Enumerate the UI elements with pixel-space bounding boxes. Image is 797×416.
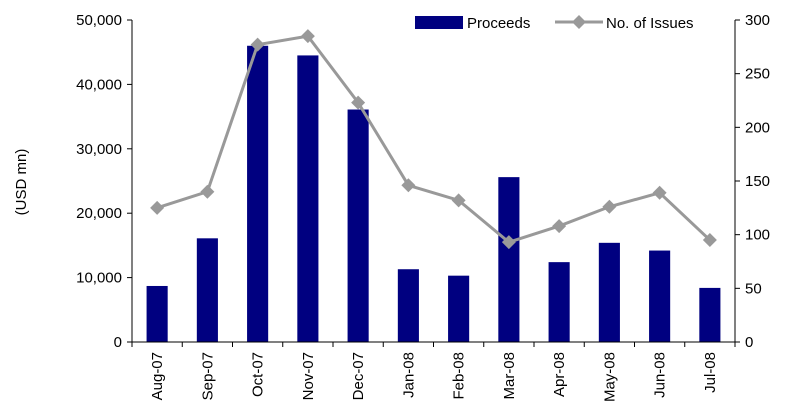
x-tick-label-apr-08: Apr-08 bbox=[551, 352, 568, 397]
y-right-tick-label: 200 bbox=[745, 119, 770, 136]
x-tick-label-nov-07: Nov-07 bbox=[300, 352, 317, 400]
y-left-tick-label: 0 bbox=[114, 334, 122, 351]
point-issues-may-08 bbox=[602, 199, 617, 214]
y-right-tick-label: 0 bbox=[745, 334, 753, 351]
x-tick-label-jan-08: Jan-08 bbox=[400, 352, 417, 398]
x-tick-label-may-08: May-08 bbox=[601, 352, 618, 402]
line-issues bbox=[156, 34, 711, 244]
bar-proceeds-may-08 bbox=[598, 242, 620, 342]
x-tick-label-jul-08: Jul-08 bbox=[702, 352, 719, 393]
legend-label-proceeds: Proceeds bbox=[467, 15, 530, 32]
bar-proceeds-jan-08 bbox=[397, 269, 419, 342]
bar-proceeds-feb-08 bbox=[448, 275, 470, 342]
point-issues-aug-07 bbox=[150, 200, 165, 215]
bar-proceeds-jun-08 bbox=[649, 250, 671, 342]
x-tick-label-aug-07: Aug-07 bbox=[149, 352, 166, 400]
legend-label-issues: No. of Issues bbox=[606, 15, 694, 32]
y-right-tick-label: 50 bbox=[745, 280, 762, 297]
bar-proceeds-nov-07 bbox=[297, 55, 319, 343]
legend-marker-issues bbox=[572, 15, 586, 29]
bar-proceeds-jul-08 bbox=[699, 287, 721, 342]
x-tick-label-feb-08: Feb-08 bbox=[451, 352, 468, 400]
point-issues-jun-08 bbox=[652, 185, 667, 200]
y-left-tick-label: 40,000 bbox=[76, 76, 122, 93]
x-tick-label-dec-07: Dec-07 bbox=[350, 352, 367, 400]
y-left-tick-label: 30,000 bbox=[76, 141, 122, 158]
bar-proceeds-oct-07 bbox=[247, 45, 269, 342]
point-issues-mar-08 bbox=[501, 235, 516, 250]
bar-proceeds-sep-07 bbox=[196, 238, 218, 342]
y-right-tick-label: 150 bbox=[745, 173, 770, 190]
y-right-tick-label: 250 bbox=[745, 66, 770, 83]
x-tick-label-mar-08: Mar-08 bbox=[501, 352, 518, 400]
point-issues-jan-08 bbox=[401, 178, 416, 193]
point-issues-sep-07 bbox=[200, 184, 215, 199]
y-right-tick-label: 300 bbox=[745, 12, 770, 29]
point-issues-feb-08 bbox=[451, 193, 466, 208]
x-tick-label-jun-08: Jun-08 bbox=[652, 352, 669, 398]
point-issues-apr-08 bbox=[552, 219, 567, 234]
y-left-tick-label: 10,000 bbox=[76, 270, 122, 287]
y-left-tick-label: 20,000 bbox=[76, 205, 122, 222]
bar-proceeds-dec-07 bbox=[347, 109, 369, 343]
legend-swatch-proceeds bbox=[415, 16, 463, 29]
y-left-tick-label: 50,000 bbox=[76, 12, 122, 29]
point-issues-nov-07 bbox=[300, 29, 315, 44]
bar-proceeds-apr-08 bbox=[548, 262, 570, 342]
bar-proceeds-aug-07 bbox=[146, 285, 168, 342]
bar-proceeds-mar-08 bbox=[498, 177, 520, 342]
legend: Proceeds No. of Issues bbox=[415, 15, 694, 32]
point-issues-jul-08 bbox=[702, 233, 717, 248]
y-right-tick-label: 100 bbox=[745, 227, 770, 244]
point-issues-oct-07 bbox=[250, 37, 265, 52]
x-tick-label-oct-07: Oct-07 bbox=[250, 352, 267, 397]
y-left-axis-title: (USD mn) bbox=[13, 149, 30, 216]
x-tick-label-sep-07: Sep-07 bbox=[199, 352, 216, 400]
point-issues-dec-07 bbox=[351, 95, 366, 110]
